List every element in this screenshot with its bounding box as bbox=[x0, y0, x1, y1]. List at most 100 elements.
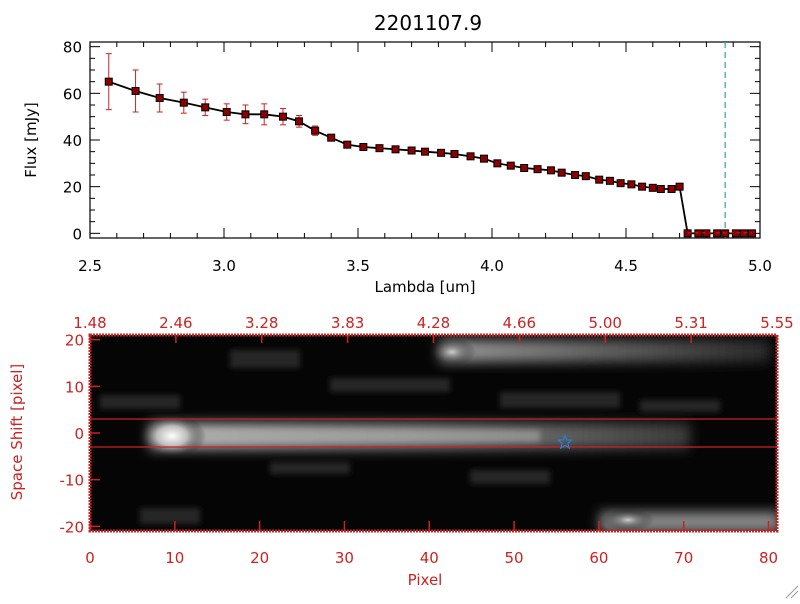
data-point bbox=[493, 159, 502, 168]
spectrum-plot: 2201107.9 2.5 3.0 3.5 4.0 4.5 5.0 0 20 40 60 80 L… bbox=[22, 11, 772, 296]
x-tick-label: 0 bbox=[85, 549, 95, 567]
upper-trace bbox=[440, 340, 770, 362]
data-point bbox=[359, 143, 368, 151]
y-axis: 0 20 40 60 80 bbox=[63, 39, 760, 243]
x-tick-label: 70 bbox=[674, 549, 693, 567]
target-star bbox=[556, 433, 574, 450]
data-point bbox=[546, 166, 555, 175]
x-tick-label: 20 bbox=[250, 549, 269, 567]
data-point bbox=[375, 144, 384, 153]
y-tick-label: 20 bbox=[63, 179, 82, 197]
spectral-image-plot: 0 10 20 30 40 50 60 70 80 1.48 2.46 3.28 3.83 4.28 4.… bbox=[8, 314, 794, 589]
wavelength-axis: 1.48 2.46 3.28 3.83 4.28 4.66 5.00 5.31 5.55 bbox=[73, 314, 794, 343]
x-tick-label: 5.0 bbox=[748, 257, 772, 275]
y-tick-label: 0 bbox=[72, 225, 82, 243]
top-tick-label: 4.28 bbox=[417, 314, 450, 332]
error-bars bbox=[105, 53, 683, 192]
data-point bbox=[407, 146, 416, 155]
top-tick-label: 4.66 bbox=[503, 314, 536, 332]
data-point bbox=[260, 110, 269, 119]
top-tick-label: 3.28 bbox=[245, 314, 278, 332]
upper-source bbox=[428, 338, 476, 366]
data-point bbox=[479, 154, 488, 163]
data-point bbox=[595, 175, 604, 184]
data-point bbox=[605, 176, 614, 185]
data-point bbox=[295, 117, 304, 126]
data-point bbox=[571, 171, 580, 179]
data-point bbox=[241, 110, 250, 119]
pixel-axis: 0 10 20 30 40 50 60 70 80 bbox=[85, 521, 778, 567]
data-point bbox=[648, 183, 657, 192]
data-point bbox=[450, 150, 459, 158]
y-tick-label: -20 bbox=[60, 518, 85, 536]
top-tick-label: 2.46 bbox=[159, 314, 192, 332]
flux-markers bbox=[104, 77, 756, 238]
data-point bbox=[533, 165, 542, 174]
data-point bbox=[466, 152, 475, 161]
x-tick-label: 3.0 bbox=[212, 257, 236, 275]
y-tick-label: 10 bbox=[65, 378, 84, 396]
data-point bbox=[222, 108, 231, 116]
y-tick-label: -10 bbox=[60, 472, 85, 490]
data-point bbox=[520, 164, 529, 172]
data-point bbox=[506, 161, 515, 170]
data-point bbox=[437, 148, 446, 157]
data-point bbox=[201, 103, 210, 112]
lower-source bbox=[602, 509, 654, 531]
x-tick-label: 30 bbox=[335, 549, 354, 567]
x-tick-label: 40 bbox=[420, 549, 439, 567]
data-point bbox=[627, 180, 636, 189]
data-point bbox=[131, 87, 140, 95]
data-point bbox=[343, 140, 352, 149]
x-axis-label: Lambda [um] bbox=[375, 278, 476, 296]
y-axis-label: Flux [mJy] bbox=[22, 102, 40, 178]
x-tick-label: 4.5 bbox=[614, 257, 638, 275]
heatmap-image bbox=[90, 335, 777, 531]
main-trace-core bbox=[160, 430, 540, 442]
x-tick-label: 10 bbox=[165, 549, 184, 567]
x-tick-label: 60 bbox=[589, 549, 608, 567]
y-tick-label: 60 bbox=[63, 85, 82, 103]
x-tick-label: 3.5 bbox=[346, 257, 370, 275]
main-source bbox=[138, 414, 206, 458]
data-point bbox=[581, 172, 590, 181]
x-tick-label: 4.0 bbox=[480, 257, 504, 275]
x-axis: 2.5 3.0 3.5 4.0 4.5 5.0 bbox=[78, 42, 772, 275]
y-tick-label: 40 bbox=[63, 132, 82, 150]
y-tick-label: 20 bbox=[65, 332, 84, 350]
y-tick-label: 80 bbox=[63, 39, 82, 57]
top-tick-label: 5.31 bbox=[674, 314, 707, 332]
x-tick-label: 50 bbox=[505, 549, 524, 567]
top-tick-label: 5.00 bbox=[589, 314, 622, 332]
data-point bbox=[616, 179, 625, 188]
data-point bbox=[311, 126, 320, 135]
spectrum-frame bbox=[89, 41, 761, 239]
data-point bbox=[155, 94, 164, 102]
data-point bbox=[179, 98, 188, 107]
x-tick-label: 2.5 bbox=[78, 257, 102, 275]
data-point bbox=[278, 112, 287, 121]
x-tick-label: 80 bbox=[759, 549, 778, 567]
data-point bbox=[675, 182, 684, 191]
data-point bbox=[327, 133, 336, 142]
shift-axis: -20 -10 0 10 20 bbox=[60, 332, 100, 536]
chart-title: 2201107.9 bbox=[374, 11, 482, 35]
extraction-lines bbox=[90, 418, 777, 448]
y-tick-label: 0 bbox=[74, 425, 84, 443]
background-noise bbox=[100, 350, 720, 524]
top-tick-label: 5.55 bbox=[760, 314, 793, 332]
top-tick-label: 1.48 bbox=[73, 314, 106, 332]
data-point bbox=[667, 185, 676, 193]
top-tick-label: 3.83 bbox=[331, 314, 364, 332]
data-point bbox=[656, 185, 665, 193]
data-point bbox=[421, 147, 429, 156]
data-point bbox=[557, 168, 566, 177]
resize-grip-icon[interactable] bbox=[785, 585, 799, 599]
target-star-icon bbox=[556, 433, 574, 450]
y-axis-label: Space Shift [pixel] bbox=[8, 364, 26, 501]
data-point bbox=[104, 77, 113, 86]
x-axis-label: Pixel bbox=[408, 571, 443, 589]
data-point bbox=[638, 182, 647, 191]
data-point bbox=[391, 145, 400, 154]
